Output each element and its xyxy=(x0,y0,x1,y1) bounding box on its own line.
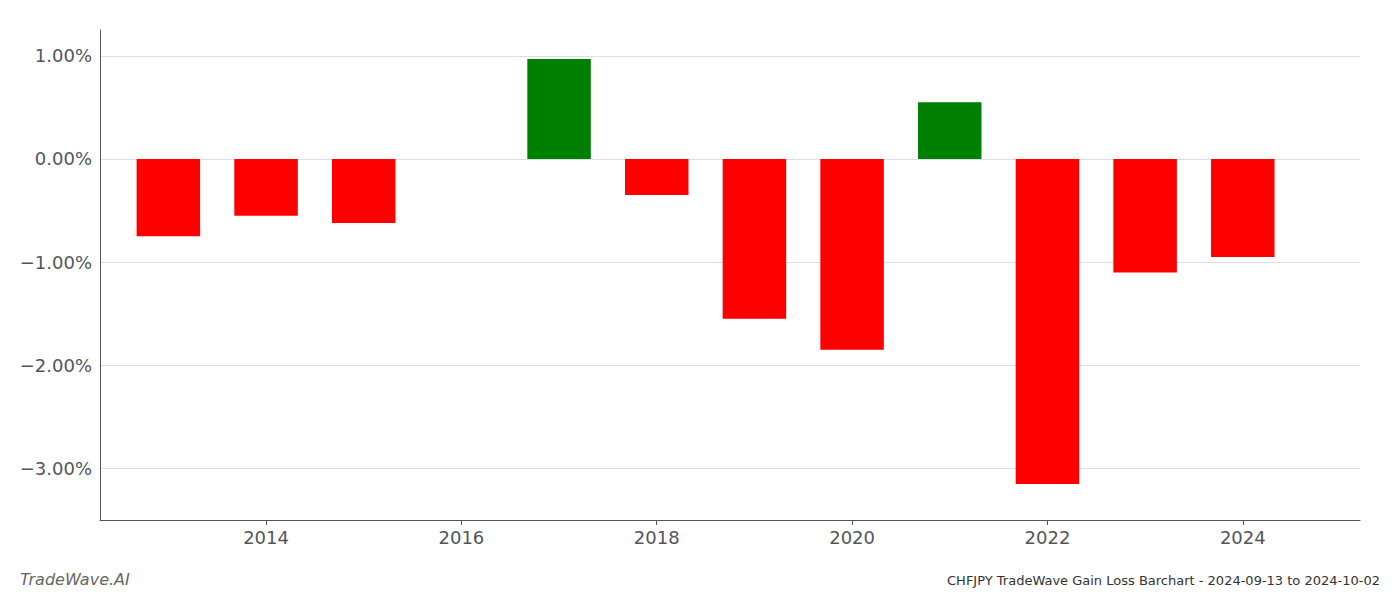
svg-text:2014: 2014 xyxy=(243,527,289,548)
svg-text:−3.00%: −3.00% xyxy=(20,458,92,479)
svg-text:−1.00%: −1.00% xyxy=(20,252,92,273)
svg-text:2020: 2020 xyxy=(829,527,875,548)
svg-text:1.00%: 1.00% xyxy=(35,45,92,66)
svg-text:2024: 2024 xyxy=(1220,527,1266,548)
svg-text:0.00%: 0.00% xyxy=(35,148,92,169)
svg-text:2016: 2016 xyxy=(438,527,484,548)
svg-text:2022: 2022 xyxy=(1025,527,1071,548)
svg-text:TradeWave.AI: TradeWave.AI xyxy=(20,570,130,589)
svg-text:2018: 2018 xyxy=(634,527,680,548)
svg-text:−2.00%: −2.00% xyxy=(20,355,92,376)
svg-text:CHFJPY TradeWave Gain Loss Bar: CHFJPY TradeWave Gain Loss Barchart - 20… xyxy=(947,573,1380,588)
